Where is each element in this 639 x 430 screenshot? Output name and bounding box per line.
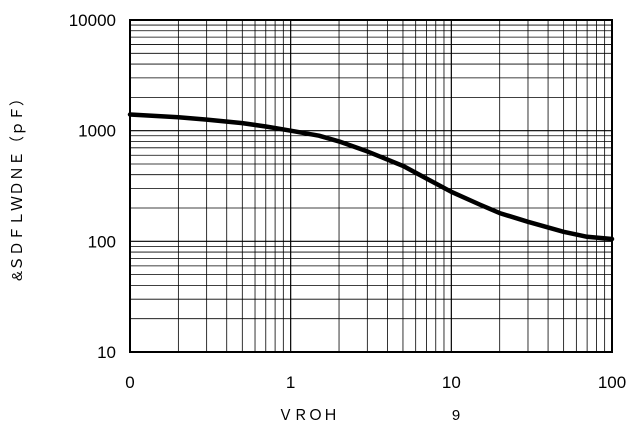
y-tick-label: 10: [97, 343, 116, 362]
plot-frame: [130, 20, 612, 352]
minor-grid: [130, 20, 612, 352]
x-tick-label: 100: [598, 373, 626, 392]
x-tick-label: 1: [286, 373, 295, 392]
x-tick-labels: 0 1 10 100: [125, 373, 626, 392]
series-line: [130, 115, 612, 240]
y-tick-label: 100: [88, 232, 116, 251]
x-axis-unit: 9: [452, 407, 460, 424]
x-tick-label: 10: [442, 373, 461, 392]
x-axis-title: ＶＲＯＨ: [278, 407, 338, 424]
major-grid: [130, 20, 612, 352]
y-axis-title: &ＳＤＦＬＷＤＮＥ（ｐＦ）: [9, 91, 26, 281]
y-tick-label: 1000: [78, 122, 116, 141]
x-tick-label: 0: [125, 373, 134, 392]
y-tick-label: 10000: [69, 11, 116, 30]
y-tick-labels: 10 100 1000 10000: [69, 11, 116, 362]
series-layer: [130, 115, 612, 240]
